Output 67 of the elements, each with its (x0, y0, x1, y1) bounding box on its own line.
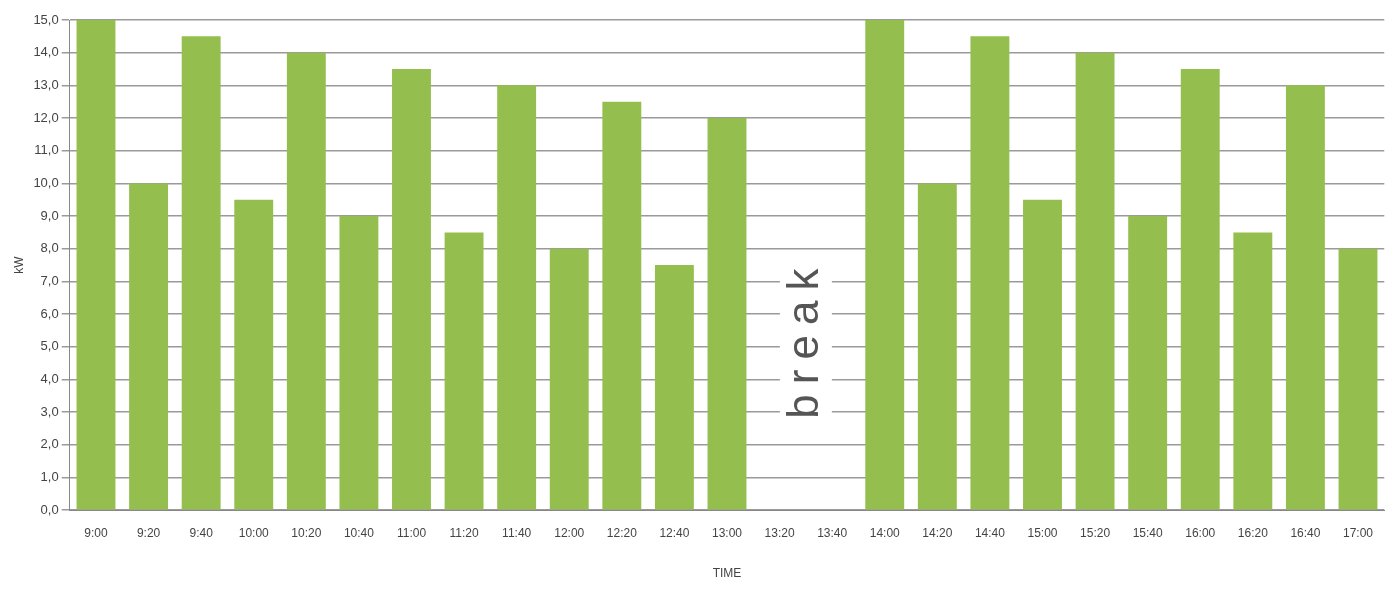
y-tick-label: 6,0 (40, 305, 59, 321)
x-tick-label: 10:20 (291, 525, 322, 540)
x-tick-label: 16:40 (1290, 525, 1321, 540)
bar (917, 183, 957, 510)
x-tick-label: 15:00 (1027, 525, 1058, 540)
x-tick-label: 12:40 (659, 525, 690, 540)
x-tick-label: 10:40 (343, 525, 375, 540)
bar (392, 69, 431, 510)
x-tick-label: 13:20 (764, 525, 795, 540)
x-tick-label: 14:00 (869, 525, 901, 540)
bar (1285, 85, 1325, 510)
y-tick-label: 8,0 (40, 240, 59, 256)
bar (654, 265, 694, 510)
bar (339, 216, 379, 510)
bar (129, 183, 169, 510)
bar (181, 36, 221, 510)
y-tick-label: 15,0 (33, 11, 59, 27)
bar (76, 20, 116, 510)
x-tick-label: 12:00 (554, 525, 585, 540)
x-axis-title: TIME (712, 566, 742, 581)
y-tick-label: 2,0 (40, 436, 59, 452)
x-tick-label: 11:00 (396, 525, 427, 540)
y-tick-label: 11,0 (34, 142, 59, 158)
bar (970, 36, 1010, 510)
x-tick-label: 16:00 (1185, 525, 1216, 540)
bar (707, 118, 747, 510)
y-tick-label: 7,0 (40, 273, 59, 289)
x-tick-label: 9:40 (189, 525, 214, 540)
x-tick-label: 16:20 (1237, 525, 1269, 540)
y-tick-label: 5,0 (40, 338, 59, 354)
bar (444, 232, 484, 510)
bar (602, 101, 642, 510)
x-tick-label: 11:40 (502, 525, 532, 540)
bar (1023, 199, 1062, 510)
bar (549, 248, 589, 510)
bar (1338, 248, 1378, 510)
bar (865, 20, 905, 510)
y-tick-label: 3,0 (40, 403, 59, 419)
x-tick-label: 17:00 (1342, 525, 1374, 540)
y-tick-label: 14,0 (33, 44, 59, 60)
y-tick-label: 13,0 (33, 76, 59, 92)
x-tick-label: 9:00 (84, 525, 108, 540)
bar (1233, 232, 1273, 510)
x-tick-label: 14:40 (974, 525, 1006, 540)
bar (286, 52, 326, 510)
bar (497, 85, 537, 510)
y-tick-label: 1,0 (40, 469, 59, 485)
x-tick-label: 9:20 (136, 525, 161, 540)
y-tick-label: 12,0 (33, 109, 59, 125)
x-tick-label: 12:20 (606, 525, 638, 540)
y-axis-title: kW (11, 255, 26, 274)
bar (1075, 52, 1115, 510)
x-tick-label: 11:20 (449, 525, 479, 540)
y-tick-label: 10,0 (33, 174, 59, 190)
bar (234, 199, 274, 510)
x-tick-label: 15:20 (1080, 525, 1111, 540)
bar (1128, 216, 1168, 510)
annotation: break (778, 258, 827, 419)
y-tick-label: 0,0 (40, 501, 59, 517)
x-tick-label: 15:40 (1132, 525, 1163, 540)
x-tick-label: 14:20 (922, 525, 953, 540)
x-tick-label: 10:00 (238, 525, 270, 540)
x-tick-label: 13:00 (711, 525, 743, 540)
x-tick-label: 13:40 (817, 525, 848, 540)
y-tick-label: 4,0 (40, 371, 59, 387)
bar (1180, 69, 1220, 510)
y-tick-label: 9,0 (40, 207, 59, 223)
